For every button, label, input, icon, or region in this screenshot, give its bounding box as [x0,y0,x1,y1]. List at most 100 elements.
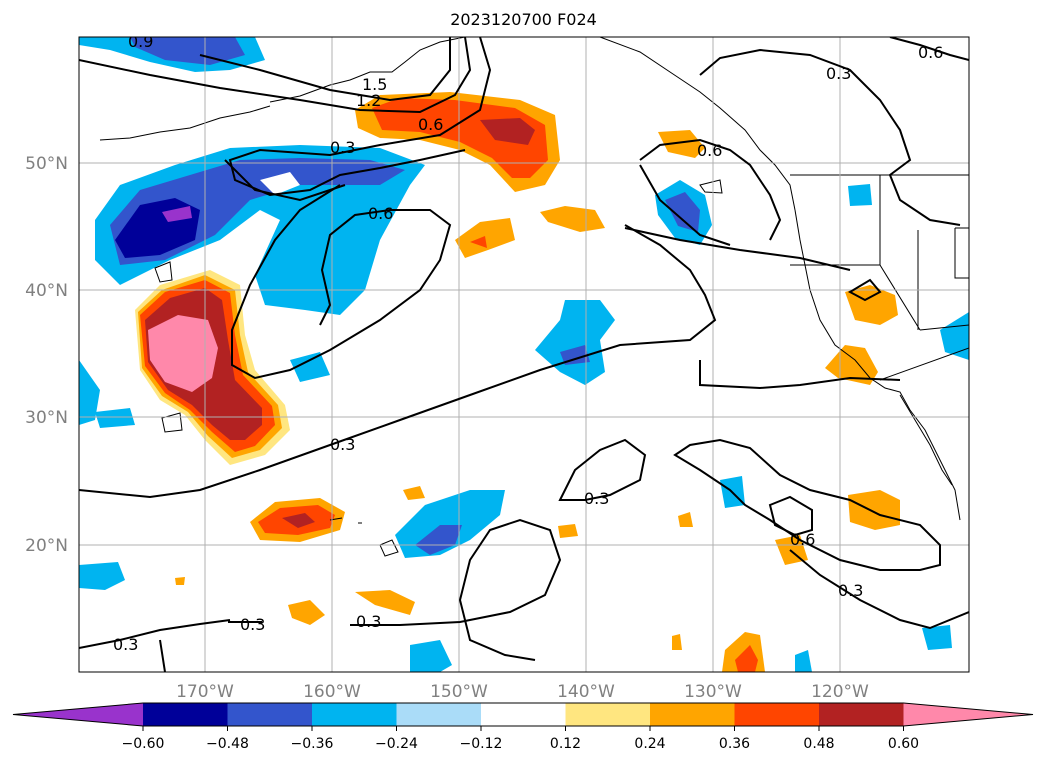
contour-label: 0.3 [584,489,609,508]
positive-anomaly-region [825,345,878,385]
positive-anomaly-region [355,590,415,615]
negative-anomaly-region [79,360,100,425]
colorbar-segment [650,703,735,726]
contour-label: 0.3 [838,581,863,600]
contour-label: 0.6 [418,115,443,134]
positive-anomaly-region [288,600,325,625]
negative-anomaly-region [162,206,192,222]
colorbar-tick-label: −0.24 [375,736,418,752]
colorbar-tick-label: 0.60 [888,736,919,752]
colorbar-tick-label: −0.12 [460,736,503,752]
colorbar: −0.60 −0.48 −0.36 −0.24 −0.12 0.12 0.24 0.36 0.4… [12,702,1034,752]
lat-label: 40°N [25,281,68,301]
colorbar-segment [819,703,904,726]
contour-label: 0.6 [918,43,943,62]
lon-label: 170°W [176,682,234,702]
negative-anomaly-region [795,650,812,672]
map-title: 2023120700 F024 [450,10,597,29]
contour-line [789,549,969,630]
lon-label: 140°W [557,682,615,702]
map-frame [78,36,970,673]
colorbar-tick-label: 0.36 [719,736,750,752]
coastlines [99,37,969,557]
negative-anomaly-region [95,408,135,428]
colorbar-segment [143,703,228,726]
colorbar-tick-label: −0.48 [206,736,249,752]
shaded-fields [79,37,969,672]
colorbar-segment [734,703,820,726]
contour-labels: 0.9 1.5 1.2 0.6 0.3 0.6 0.6 0.3 0.6 0.3 … [113,32,943,654]
contour-label: 0.3 [240,615,265,634]
contour-label: 0.3 [356,612,381,631]
lon-label: 130°W [684,682,742,702]
positive-anomaly-region [148,315,218,392]
contour-line [699,360,901,390]
positive-anomaly-region [735,645,758,672]
lon-label: 120°W [811,682,869,702]
negative-anomaly-region [665,192,700,232]
colorbar-tick-label: 0.48 [803,736,834,752]
contour-line [228,37,492,197]
positive-anomaly-region [848,490,900,530]
colorbar-segment [481,703,566,726]
negative-anomaly-region [415,525,462,555]
colorbar-tick-label: −0.36 [291,736,334,752]
positive-anomaly-region [282,513,315,528]
contour-line [224,159,346,202]
positive-anomaly-region [658,130,705,158]
negative-anomaly-region [130,37,245,65]
contour-label: 0.6 [368,204,393,223]
contour-label: 1.2 [356,91,381,110]
colorbar-segment [227,703,313,726]
positive-anomaly-region [480,118,535,145]
colorbar-tick-label: −0.60 [122,736,165,752]
negative-anomaly-region [395,490,505,558]
coastline-west-us [794,209,961,521]
colorbar-segment [565,703,651,726]
contour-label: 0.3 [330,435,355,454]
positive-anomaly-region [403,486,425,500]
positive-anomaly-region [175,577,185,585]
contour-line [159,639,166,672]
coastline-aleutians [99,105,271,141]
closed-contour-small [161,412,183,433]
positive-anomaly-region [672,634,682,650]
colorbar-extend-min [13,703,143,726]
negative-anomaly-region [290,352,330,382]
map-plot-area: 0.9 1.5 1.2 0.6 0.3 0.6 0.6 0.3 0.6 0.3 … [79,32,969,672]
contour-line [558,438,647,501]
positive-anomaly-region [470,236,487,248]
state-borders [790,175,969,331]
contour-label: 0.6 [697,141,722,160]
negative-anomaly-region [848,184,872,206]
contour-line [639,138,782,241]
contour-line [699,48,961,226]
negative-anomaly-region [535,300,615,385]
contour-line [847,278,882,302]
negative-anomaly-region [560,345,590,365]
positive-anomaly-region [260,172,300,195]
negative-anomaly-region [79,562,125,590]
colorbar-tick-label: 0.12 [550,736,581,752]
closed-contour-small [154,261,173,283]
positive-anomaly-region [540,206,605,232]
contour-label: 0.3 [330,138,355,157]
latitude-labels: 50°N 40°N 30°N 20°N [25,154,68,556]
negative-anomaly-region [940,312,969,360]
positive-anomaly-region [558,524,578,538]
contour-line [79,224,717,499]
lon-label: 160°W [303,682,361,702]
contour-lines [79,37,969,672]
contour-label: 1.5 [362,75,387,94]
coastline-bc [599,37,796,211]
lat-label: 30°N [25,408,68,428]
contour-line [768,495,813,537]
lat-label: 50°N [25,154,68,174]
contour-line [624,227,851,271]
positive-anomaly-region [372,98,548,178]
lon-label: 150°W [430,682,488,702]
contour-label: 0.6 [790,530,815,549]
contour-line [673,438,941,571]
contour-label: 0.9 [128,32,153,51]
